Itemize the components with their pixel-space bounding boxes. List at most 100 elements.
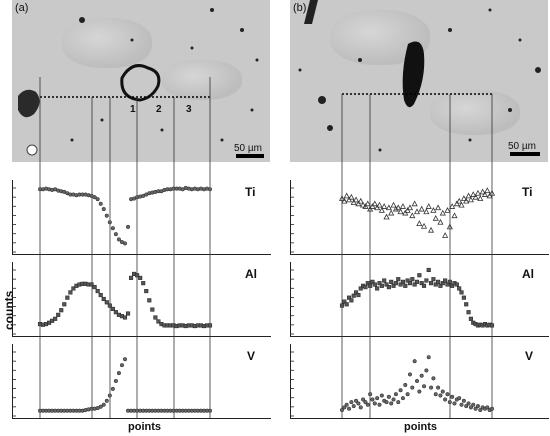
- data-point-b-ti: [467, 196, 474, 203]
- data-point-b-ti: [481, 191, 489, 197]
- data-point-b-al: [379, 283, 384, 288]
- data-point-b-al: [393, 281, 398, 286]
- data-point-b-ti: [390, 201, 397, 208]
- data-point-b-al: [464, 302, 469, 307]
- data-point-b-al: [443, 278, 448, 283]
- data-point-b-ti: [439, 209, 446, 216]
- data-point-b-ti: [352, 196, 360, 203]
- data-point-b-v: [433, 392, 438, 397]
- data-point-b-al: [389, 279, 394, 284]
- data-point-a-al: [65, 295, 70, 300]
- data-point-b-al: [445, 282, 450, 287]
- data-point-b-ti: [484, 187, 491, 194]
- data-point-b-v: [466, 401, 471, 406]
- data-point-b-al: [405, 278, 410, 283]
- data-point-b-v: [344, 402, 349, 407]
- data-point-b-ti: [425, 203, 432, 209]
- data-point-a-al: [89, 282, 94, 287]
- data-point-b-v: [471, 402, 476, 407]
- region-label-1: 1: [130, 104, 136, 115]
- data-point-b-al: [431, 277, 436, 282]
- data-point-b-ti: [460, 195, 467, 201]
- data-point-a-ti: [122, 241, 128, 246]
- data-point-b-ti: [383, 213, 390, 220]
- data-point-a-ti: [101, 207, 106, 212]
- micrograph-a: (a) 50 µm 1 2 3: [12, 0, 270, 162]
- data-point-b-v: [414, 378, 420, 384]
- data-point-b-al: [349, 298, 354, 303]
- data-point-b-ti: [416, 220, 423, 227]
- data-point-b-ti: [477, 195, 484, 201]
- region-label-2: 2: [156, 104, 162, 115]
- data-point-b-v: [429, 385, 434, 390]
- plot-a-al: [12, 262, 271, 337]
- data-point-b-ti: [376, 201, 383, 208]
- data-point-a-al: [98, 292, 103, 298]
- data-point-a-ti: [92, 195, 97, 200]
- data-point-b-al: [447, 279, 452, 284]
- data-point-b-ti: [488, 189, 496, 196]
- data-point-a-ti: [107, 220, 112, 225]
- data-point-a-al: [141, 281, 146, 286]
- data-point-b-al: [440, 281, 445, 286]
- data-point-b-ti: [430, 207, 437, 213]
- data-point-b-al: [424, 278, 429, 283]
- data-point-b-v: [386, 394, 391, 399]
- data-point-b-ti: [411, 200, 418, 207]
- data-point-a-al: [144, 289, 149, 294]
- data-point-b-ti: [338, 195, 346, 201]
- data-point-a-ti: [104, 213, 109, 218]
- data-point-a-al: [122, 315, 128, 320]
- data-point-b-v: [346, 406, 352, 411]
- data-point-b-v: [417, 389, 422, 394]
- data-point-b-al: [363, 285, 368, 290]
- data-point-b-v: [351, 404, 356, 409]
- data-point-b-v: [489, 406, 495, 411]
- data-point-b-ti: [341, 197, 348, 204]
- data-point-a-al: [59, 308, 64, 313]
- data-point-b-v: [445, 392, 450, 397]
- element-label-b-v: V: [525, 349, 534, 363]
- x-axis-label-a: points: [128, 421, 161, 433]
- data-point-b-al: [459, 290, 464, 295]
- data-point-b-v: [372, 401, 377, 406]
- data-point-b-al: [400, 279, 405, 284]
- data-point-b-v: [459, 402, 464, 407]
- element-label-b-ti: Ti: [522, 185, 533, 199]
- scale-bar-label-b: 50 µm: [508, 141, 536, 152]
- data-point-b-v: [370, 397, 375, 402]
- grain-texture: [430, 90, 520, 135]
- plot-a-v: [12, 344, 271, 419]
- data-point-b-al: [414, 279, 420, 284]
- data-point-b-al: [339, 303, 345, 308]
- data-point-a-al: [150, 307, 155, 312]
- data-point-a-al: [153, 315, 158, 320]
- data-point-b-al: [419, 281, 424, 286]
- data-point-b-al: [489, 323, 495, 328]
- data-point-b-ti: [472, 193, 479, 200]
- data-point-b-ti: [442, 232, 449, 238]
- data-point-b-ti: [385, 204, 392, 211]
- micrograph-a-features: [18, 8, 259, 156]
- data-point-b-v: [375, 396, 380, 401]
- data-point-b-ti: [371, 200, 378, 207]
- data-point-b-v: [450, 394, 455, 399]
- data-point-b-al: [386, 285, 391, 290]
- scale-bar-a: [236, 154, 264, 158]
- data-point-b-v: [468, 405, 473, 410]
- data-point-b-al: [410, 277, 415, 282]
- data-point-b-ti: [427, 226, 435, 233]
- data-point-b-ti: [451, 212, 458, 219]
- data-point-a-al: [71, 286, 76, 291]
- data-point-b-al: [429, 281, 434, 286]
- data-point-b-al: [403, 283, 408, 288]
- data-point-b-ti: [381, 203, 388, 209]
- data-point-b-al: [417, 273, 422, 278]
- data-point-b-ti: [444, 207, 451, 213]
- data-point-b-v: [393, 392, 398, 397]
- data-point-b-v: [363, 400, 368, 405]
- data-point-a-ti: [113, 232, 118, 237]
- data-point-b-ti: [456, 197, 463, 204]
- data-point-b-ti: [432, 214, 439, 221]
